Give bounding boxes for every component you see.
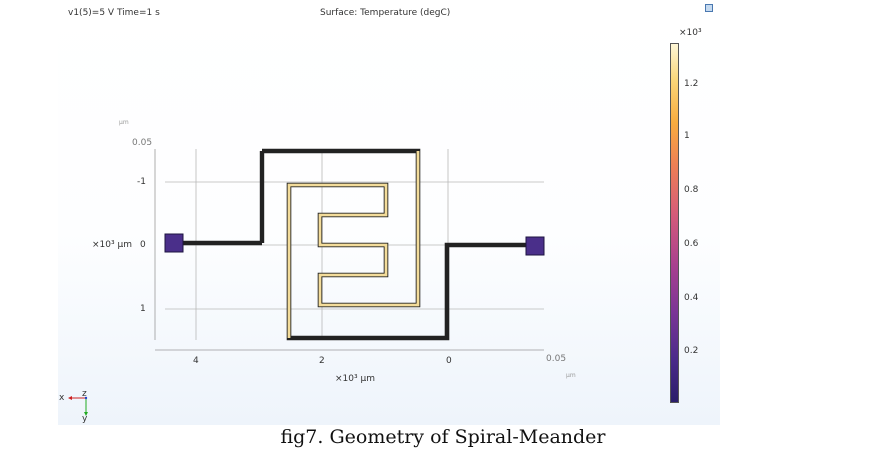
plot-title: Surface: Temperature (degC): [320, 8, 451, 18]
x-right-value: 0.05: [546, 354, 567, 364]
triad-y-label: y: [82, 414, 88, 424]
contact-pad-left: [164, 233, 184, 253]
colorbar-tick: 0.2: [684, 346, 699, 356]
x-tick-label: 2: [319, 356, 325, 366]
params-label: v1(5)=5 V Time=1 s: [68, 8, 160, 18]
triad-x-label: x: [59, 393, 65, 403]
y-tick-label: -1: [137, 177, 146, 187]
axis-lines: [154, 149, 544, 351]
colorbar-tick: 0.6: [684, 239, 699, 249]
colorbar-tick: 0.8: [684, 185, 699, 195]
corner-window-icon[interactable]: [705, 4, 713, 12]
x-tick-label: 4: [193, 356, 199, 366]
y-top-unit: µm: [119, 119, 129, 126]
contact-pad-right: [525, 236, 545, 256]
colorbar: [670, 43, 679, 403]
figure-caption: fig7. Geometry of Spiral-Meander: [280, 426, 606, 448]
x-multiplier: ×10³ µm: [335, 374, 375, 384]
triad-z-label: z: [82, 389, 87, 399]
x-tick-label: 0: [446, 356, 452, 366]
x-right-unit: µm: [566, 372, 576, 379]
y-multiplier: ×10³ µm: [92, 240, 132, 250]
y-tick-label: 0: [140, 240, 146, 250]
colorbar-tick: 1: [684, 131, 690, 141]
colorbar-tick: 0.4: [684, 293, 699, 303]
axis-triad-icon: [68, 396, 88, 416]
colorbar-multiplier: ×10³: [679, 28, 702, 38]
colorbar-tick: 1.2: [684, 79, 699, 89]
y-tick-label: 1: [140, 304, 146, 314]
y-top-value: 0.05: [132, 138, 153, 148]
plot-viewport[interactable]: [58, 0, 720, 425]
heater-trace: [174, 148, 533, 341]
